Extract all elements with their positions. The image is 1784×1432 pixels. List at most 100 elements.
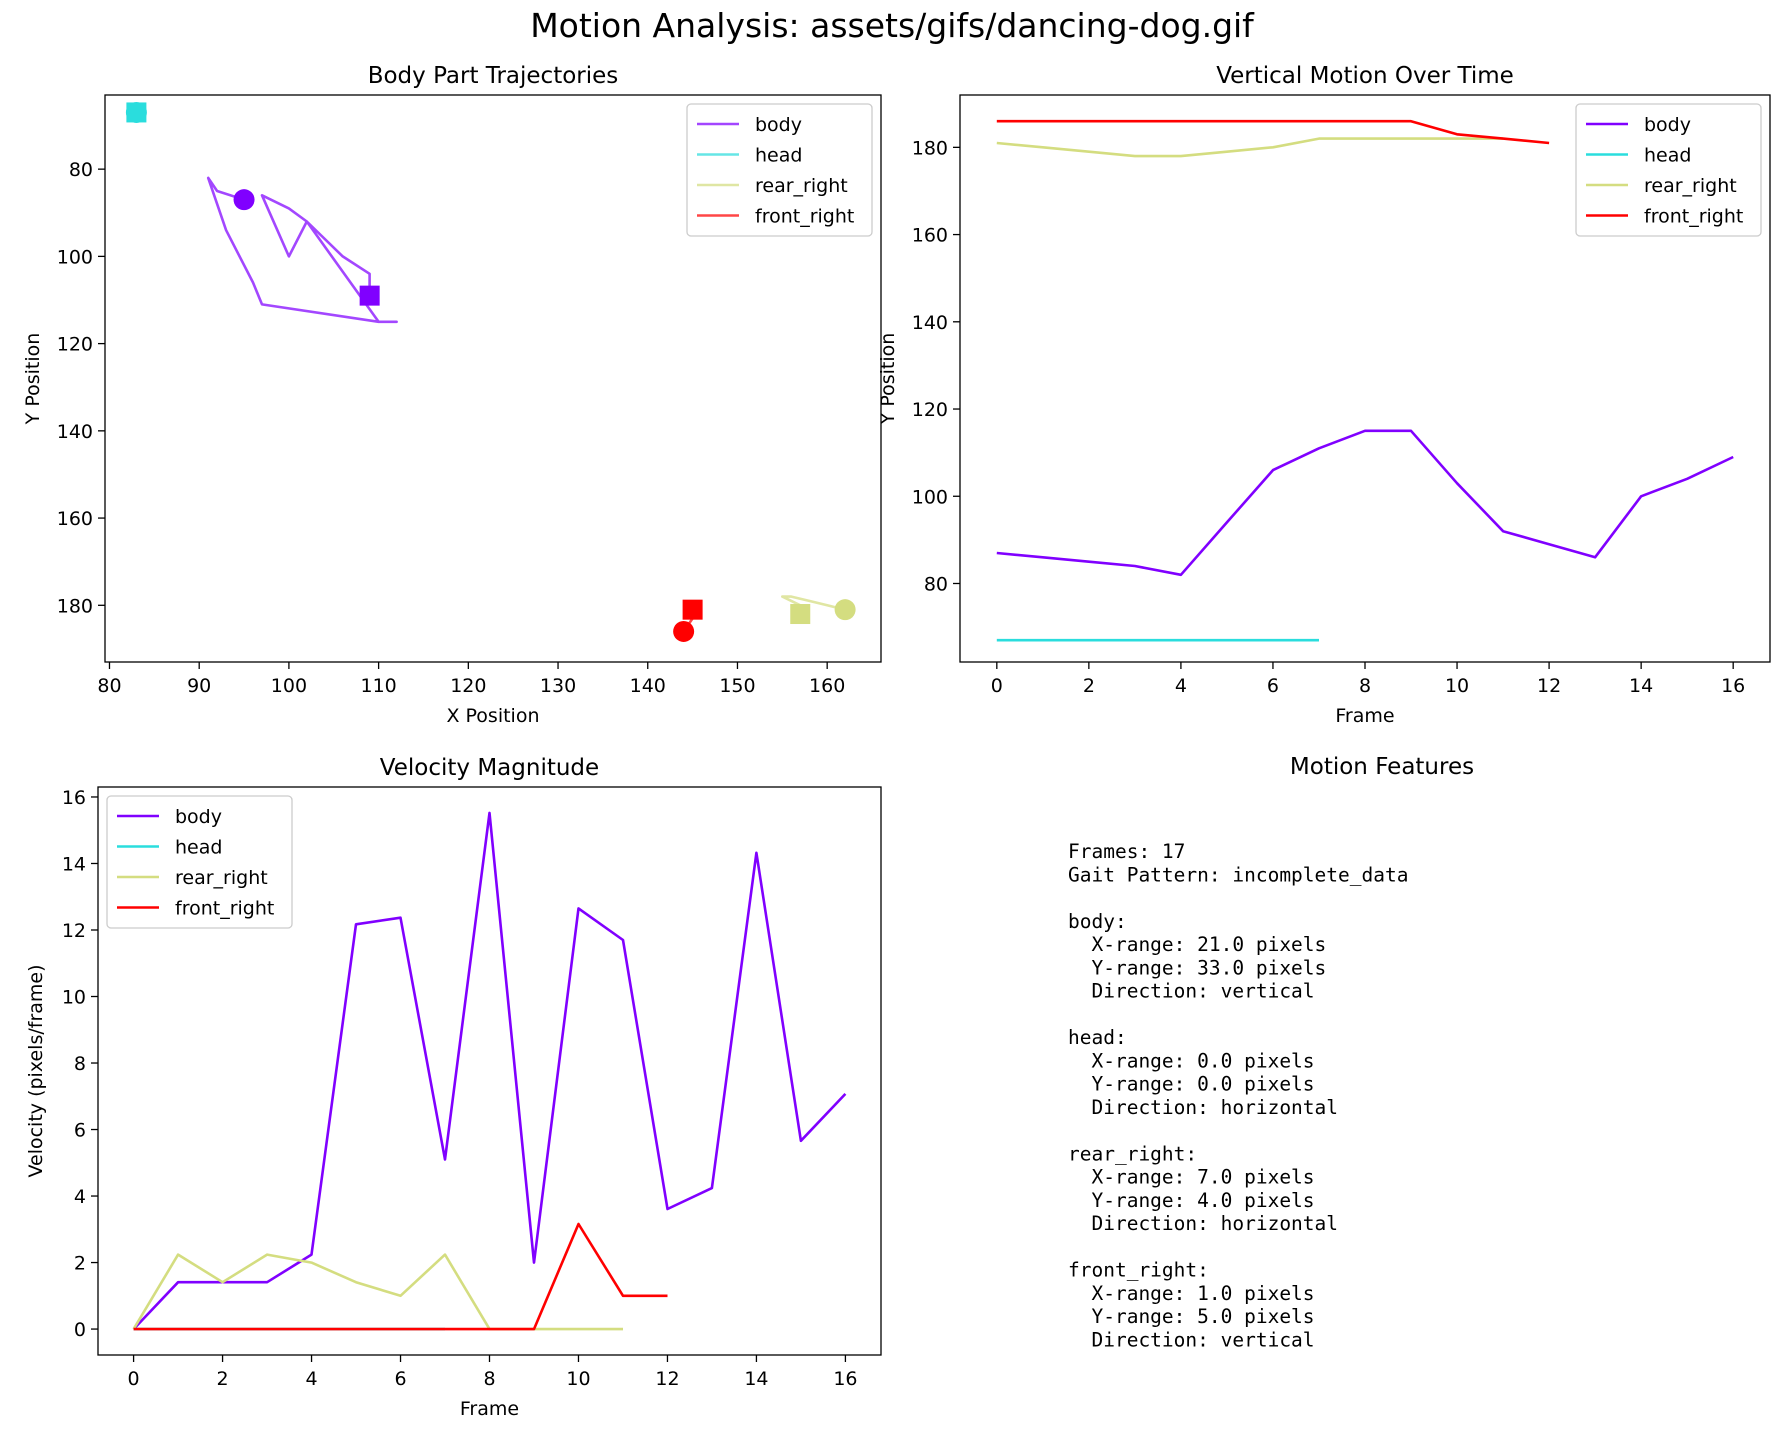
- x-tick-label: 2: [217, 1368, 229, 1390]
- chart-panel-1: Body Part Trajectories 80 90 100 110 120 130 14…: [22, 63, 882, 727]
- y-tick-label: 80: [924, 573, 948, 595]
- x-tick-label: 8: [483, 1368, 495, 1390]
- x-axis-label: Frame: [1335, 705, 1394, 727]
- y-axis-label: Velocity (pixels/frame): [25, 964, 47, 1177]
- x-tick-label: 80: [97, 675, 121, 697]
- features-line: rear_right:: [1068, 1142, 1197, 1165]
- plot-frame: [104, 94, 882, 663]
- y-tick-label: 80: [69, 159, 93, 181]
- legend-box: [686, 103, 873, 237]
- legend-label-front_right: front_right: [1644, 206, 1743, 228]
- features-line: front_right:: [1068, 1259, 1209, 1282]
- start-marker-body: [233, 189, 255, 211]
- legend-label-front_right: front_right: [755, 206, 854, 228]
- x-axis-label: X Position: [446, 705, 539, 727]
- plot-area: [996, 119, 1734, 642]
- start-marker-front_right: [673, 620, 695, 642]
- x-tick-label: 90: [187, 675, 211, 697]
- series-line-rear_right: [996, 137, 1504, 158]
- end-marker-front_right: [682, 599, 703, 620]
- y-tick-label: 140: [912, 312, 948, 334]
- features-line: Frames: 17: [1068, 840, 1185, 863]
- y-tick-label: 100: [57, 246, 93, 268]
- features-line: Y-range: 33.0 pixels: [1068, 956, 1326, 979]
- features-line: X-range: 0.0 pixels: [1068, 1049, 1315, 1072]
- chart-title: Vertical Motion Over Time: [1216, 63, 1514, 89]
- features-line: Direction: vertical: [1068, 1328, 1315, 1351]
- legend-label-head: head: [755, 145, 802, 167]
- y-tick-label: 2: [74, 1253, 86, 1275]
- series-line-body: [132, 811, 847, 1330]
- x-tick-label: 8: [1359, 675, 1371, 697]
- figure-title: Motion Analysis: assets/gifs/dancing-dog…: [530, 6, 1254, 45]
- features-line: X-range: 21.0 pixels: [1068, 933, 1326, 956]
- features-line: Y-range: 0.0 pixels: [1068, 1073, 1315, 1096]
- x-tick-label: 6: [1267, 675, 1279, 697]
- legend: body head rear_right front_right: [106, 795, 293, 929]
- y-tick-label: 8: [74, 1053, 86, 1075]
- features-line: Direction: horizontal: [1068, 1212, 1338, 1235]
- x-tick-label: 2: [1083, 675, 1095, 697]
- features-line: Y-range: 4.0 pixels: [1068, 1189, 1315, 1212]
- y-tick-label: 140: [57, 421, 93, 443]
- x-tick-label: 16: [833, 1368, 857, 1390]
- x-tick-label: 10: [566, 1368, 590, 1390]
- plot-area: [132, 811, 847, 1331]
- end-marker-body: [359, 285, 380, 306]
- y-tick-label: 120: [912, 399, 948, 421]
- y-tick-label: 4: [74, 1186, 86, 1208]
- x-tick-label: 16: [1721, 675, 1745, 697]
- legend-label-body: body: [755, 114, 802, 136]
- y-tick-label: 6: [74, 1120, 86, 1142]
- legend-label-head: head: [175, 837, 222, 859]
- y-tick-label: 14: [62, 853, 86, 875]
- legend-label-body: body: [1644, 114, 1691, 136]
- x-tick-label: 14: [1629, 675, 1653, 697]
- y-tick-label: 180: [912, 137, 948, 159]
- series-line-rear_right: [132, 1253, 623, 1331]
- legend-box: [1575, 103, 1762, 237]
- features-line: Gait Pattern: incomplete_data: [1068, 863, 1408, 886]
- x-tick-label: 14: [744, 1368, 768, 1390]
- end-marker-head: [126, 102, 147, 123]
- legend-label-rear_right: rear_right: [1644, 175, 1737, 197]
- features-line: X-range: 7.0 pixels: [1068, 1166, 1315, 1189]
- features-line: head:: [1068, 1026, 1127, 1049]
- chart-title: Velocity Magnitude: [380, 755, 599, 781]
- y-tick-label: 160: [57, 508, 93, 530]
- series-line-body: [206, 176, 398, 324]
- x-tick-label: 4: [305, 1368, 317, 1390]
- y-tick-label: 10: [62, 987, 86, 1009]
- x-tick-label: 0: [128, 1368, 140, 1390]
- legend-label-rear_right: rear_right: [175, 867, 268, 889]
- features-line: Direction: horizontal: [1068, 1096, 1338, 1119]
- plot-area: [125, 101, 856, 642]
- features-line: body:: [1068, 910, 1127, 933]
- legend-label-head: head: [1644, 145, 1691, 167]
- x-axis-label: Frame: [460, 1398, 519, 1420]
- features-line: Direction: vertical: [1068, 980, 1315, 1003]
- y-tick-label: 0: [74, 1319, 86, 1341]
- start-marker-rear_right: [834, 599, 856, 621]
- legend-label-rear_right: rear_right: [755, 175, 848, 197]
- chart-panel-3: Velocity Magnitude 0 2 4 6 8 10 12 14 16 0 2 4 6 8 10 12…: [25, 755, 882, 1420]
- x-tick-label: 120: [450, 675, 486, 697]
- x-tick-label: 6: [394, 1368, 406, 1390]
- x-tick-label: 140: [630, 675, 666, 697]
- y-tick-label: 160: [912, 225, 948, 247]
- x-tick-label: 10: [1445, 675, 1469, 697]
- series-line-front_right: [133, 1222, 668, 1331]
- x-tick-label: 150: [719, 675, 755, 697]
- x-tick-label: 12: [1537, 675, 1561, 697]
- plot-frame: [959, 94, 1771, 663]
- x-tick-label: 160: [809, 675, 845, 697]
- end-marker-rear_right: [790, 604, 811, 625]
- features-line: Y-range: 5.0 pixels: [1068, 1305, 1315, 1328]
- legend-box: [106, 795, 293, 929]
- x-tick-label: 12: [655, 1368, 679, 1390]
- legend: body head rear_right front_right: [1575, 103, 1762, 237]
- x-tick-label: 0: [991, 675, 1003, 697]
- chart-title: Body Part Trajectories: [368, 63, 619, 89]
